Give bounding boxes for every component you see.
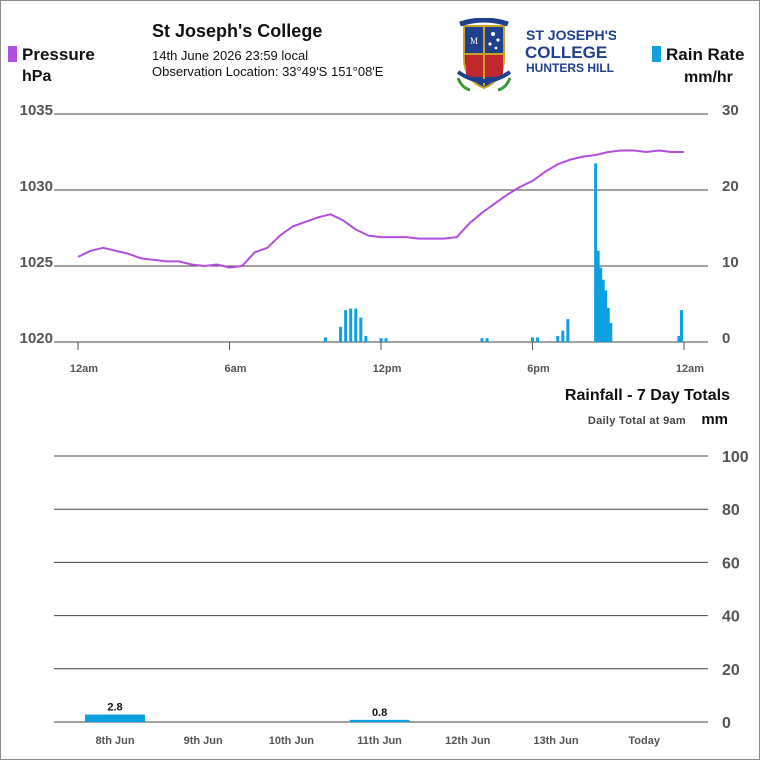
y-left-tick-label: 1020 xyxy=(20,330,53,347)
rain-rate-bar xyxy=(379,338,383,342)
pressure-rain-rate-chart: 1035 1030 1025 1020 30 20 10 0 12am 6am 12pm 6pm 12a… xyxy=(20,102,739,375)
pressure-unit: hPa xyxy=(22,68,52,85)
y-right-tick-label: 10 xyxy=(722,254,739,271)
rain-rate-bar xyxy=(359,317,363,342)
rain-rate-bar xyxy=(596,250,600,342)
rain-rate-bar xyxy=(344,310,348,342)
rain-rate-bar xyxy=(604,290,608,342)
rain-rate-legend: Rain Rate xyxy=(652,45,744,65)
rainfall-chart-title: Rainfall - 7 Day Totals xyxy=(564,387,730,404)
x-tick-label: 6am xyxy=(224,363,246,375)
rain-rate-bar xyxy=(594,163,598,342)
x-category-label: 8th Jun xyxy=(95,735,134,747)
y-tick-label: 60 xyxy=(722,555,740,572)
college-crest-icon: M xyxy=(456,18,512,92)
rain-rate-bar xyxy=(480,338,484,342)
y-tick-label: 20 xyxy=(722,662,740,679)
x-category-label: 9th Jun xyxy=(184,735,223,747)
rain-rate-bar xyxy=(561,330,565,342)
rain-rate-bar xyxy=(364,335,368,342)
rainfall-bar xyxy=(349,719,410,722)
rain-rate-bar xyxy=(606,307,610,342)
rain-rate-bar xyxy=(601,279,605,342)
y-tick-label: 80 xyxy=(722,502,740,519)
college-logo: M ST JOSEPH'S COLLEGE HUNTERS HILL xyxy=(456,18,616,92)
rain-rate-bar xyxy=(354,308,358,342)
logo-line-3: HUNTERS HILL xyxy=(526,61,614,75)
rain-rate-bar xyxy=(384,338,388,342)
rain-rate-bar xyxy=(599,267,603,342)
pressure-legend: Pressure xyxy=(8,45,95,65)
y-tick-label: 100 xyxy=(722,449,749,466)
rain-rate-bar xyxy=(531,337,534,342)
rainfall-data-label: 0.8 xyxy=(372,707,387,719)
rain-rate-unit: mm/hr xyxy=(684,69,733,86)
rain-rate-bar xyxy=(323,337,327,342)
y-tick-label: 40 xyxy=(722,609,740,626)
x-tick-label: 12am xyxy=(70,363,98,375)
x-tick-label: 12pm xyxy=(373,363,402,375)
rain-rate-bar xyxy=(677,335,681,342)
rain-rate-legend-label: Rain Rate xyxy=(666,45,745,64)
svg-text:M: M xyxy=(470,36,478,46)
observation-datetime: 14th June 2026 23:59 local xyxy=(152,48,309,63)
rain-rate-legend-swatch xyxy=(652,46,661,62)
pressure-line xyxy=(77,149,684,269)
rain-rate-bar xyxy=(349,308,353,342)
station-title: St Joseph's College xyxy=(152,21,323,41)
x-category-label: 13th Jun xyxy=(533,735,579,747)
logo-line-1: ST JOSEPH'S xyxy=(526,27,616,43)
y-right-tick-label: 30 xyxy=(722,102,739,119)
rainfall-bar xyxy=(85,714,145,722)
rain-rate-bar xyxy=(556,335,560,342)
x-tick-label: 6pm xyxy=(527,363,550,375)
pressure-legend-swatch xyxy=(8,46,17,62)
rain-rate-bar xyxy=(679,310,683,342)
y-left-tick-label: 1030 xyxy=(20,178,53,195)
rain-rate-bar xyxy=(609,323,613,342)
x-tick-label: 12am xyxy=(676,363,704,375)
rain-rate-bar xyxy=(485,338,489,342)
y-left-tick-label: 1025 xyxy=(20,254,53,271)
x-category-label: 10th Jun xyxy=(269,735,315,747)
y-left-tick-label: 1035 xyxy=(20,102,53,119)
pressure-legend-label: Pressure xyxy=(22,45,95,64)
x-category-label: 12th Jun xyxy=(445,735,491,747)
rainfall-chart-subtitle: Daily Total at 9am xyxy=(587,415,686,427)
y-right-tick-label: 20 xyxy=(722,178,739,195)
rain-rate-bar xyxy=(339,326,343,342)
rain-rate-bar xyxy=(536,337,540,342)
rainfall-unit: mm xyxy=(701,411,728,428)
x-category-label: Today xyxy=(628,735,660,747)
logo-line-2: COLLEGE xyxy=(525,43,607,62)
rain-rate-bar xyxy=(566,319,570,342)
rainfall-data-label: 2.8 xyxy=(107,702,122,714)
observation-location: Observation Location: 33°49'S 151°08'E xyxy=(152,64,384,79)
x-category-label: 11th Jun xyxy=(357,735,402,747)
y-right-tick-label: 0 xyxy=(722,330,730,347)
y-tick-label: 0 xyxy=(722,715,731,732)
